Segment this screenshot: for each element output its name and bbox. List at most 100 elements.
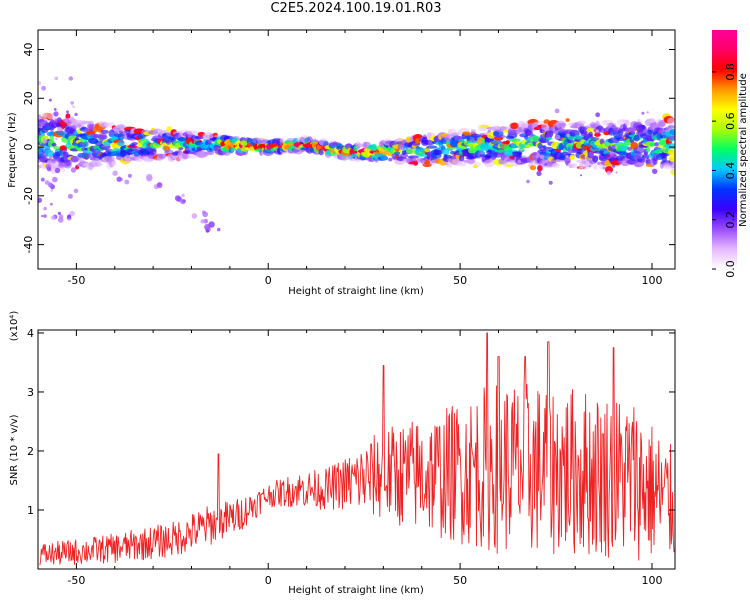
heatmap-cell xyxy=(54,76,59,81)
x-tick-label: 50 xyxy=(453,274,467,287)
heatmap-cell xyxy=(641,111,645,115)
heatmap-cell xyxy=(134,128,145,132)
x-tick-label: 100 xyxy=(641,574,662,587)
heatmap-cell xyxy=(510,122,519,130)
heatmap-cell xyxy=(46,166,52,172)
heatmap-cell xyxy=(646,146,651,153)
heatmap-cell xyxy=(51,215,56,220)
heatmap-cell xyxy=(491,156,497,161)
snr-x-ticks: -50 0 50 100 xyxy=(37,330,662,587)
heatmap-cell xyxy=(69,116,75,122)
heatmap-tail-point xyxy=(127,173,132,178)
heatmap-cell xyxy=(470,129,476,133)
heatmap-cell xyxy=(48,98,52,102)
heatmap-cell xyxy=(38,197,42,203)
heatmap-cell xyxy=(73,188,79,194)
heatmap-cell xyxy=(406,148,416,154)
heatmap-cell xyxy=(52,176,58,183)
heatmap-cell xyxy=(611,145,616,149)
snr-panel: -50 0 50 100 1 2 3 4 Height of straight line (… xyxy=(9,311,676,596)
heatmap-cell xyxy=(570,129,579,133)
heatmap-cell xyxy=(566,133,570,138)
heatmap-tail-point xyxy=(216,227,221,232)
heatmap-cell xyxy=(545,136,553,141)
y-tick-label: -20 xyxy=(22,187,35,205)
heatmap-cell xyxy=(652,157,658,165)
heatmap-cell xyxy=(667,148,675,156)
heatmap-cell xyxy=(535,154,540,159)
heatmap-cell xyxy=(394,151,401,156)
y-tick-label: 3 xyxy=(27,386,34,399)
heatmap-cell xyxy=(178,147,183,151)
heatmap-cell xyxy=(591,155,599,162)
heatmap-cell xyxy=(70,101,74,105)
heatmap-tail-point xyxy=(182,199,186,203)
heatmap-cell xyxy=(50,119,54,123)
heatmap-cell xyxy=(615,133,619,137)
heatmap-cell xyxy=(658,119,666,127)
heatmap-cell xyxy=(182,152,189,160)
heatmap-cell xyxy=(548,180,553,185)
heatmap-tail-point xyxy=(202,211,208,218)
heatmap-cell xyxy=(67,193,73,199)
x-tick-label: 50 xyxy=(453,574,467,587)
heatmap-cell xyxy=(58,214,64,220)
heatmap-y-ticks: 40 20 0 -20 -40 xyxy=(22,43,675,254)
heatmap-cell xyxy=(667,125,675,129)
heatmap-cell xyxy=(569,154,575,160)
heatmap-cell xyxy=(54,167,61,174)
heatmap-cell xyxy=(40,177,45,182)
heatmap-cell xyxy=(57,211,62,215)
heatmap-cell xyxy=(51,142,57,147)
heatmap-cell xyxy=(38,81,42,86)
heatmap-tail-point xyxy=(112,170,118,176)
heatmap-cell xyxy=(641,124,646,130)
heatmap-cell xyxy=(594,132,601,137)
heatmap-cell xyxy=(665,143,675,150)
heatmap-marks xyxy=(38,76,675,233)
heatmap-cell xyxy=(590,137,600,141)
heatmap-cell xyxy=(193,135,205,140)
heatmap-cell xyxy=(633,147,645,154)
heatmap-cell xyxy=(400,152,409,159)
heatmap-cell xyxy=(458,154,465,162)
heatmap-cell xyxy=(588,151,594,158)
heatmap-cell xyxy=(580,174,582,177)
heatmap-cell xyxy=(599,138,605,145)
x-tick-label: -50 xyxy=(67,274,85,287)
y-tick-label: 40 xyxy=(22,43,35,57)
heatmap-cell xyxy=(424,159,430,166)
heatmap-cell xyxy=(654,142,659,147)
x-tick-label: 0 xyxy=(265,574,272,587)
heatmap-cell xyxy=(68,76,74,81)
heatmap-tail-point xyxy=(124,179,130,185)
x-tick-label: 100 xyxy=(641,274,662,287)
heatmap-tail-point xyxy=(156,182,163,189)
heatmap-cell xyxy=(41,85,46,91)
heatmap-cell xyxy=(371,143,378,152)
snr-xlabel: Height of straight line (km) xyxy=(288,585,424,596)
heatmap-cell xyxy=(650,117,656,124)
heatmap-cell xyxy=(100,129,109,134)
heatmap-cell xyxy=(588,131,593,137)
snr-frame xyxy=(37,329,676,570)
heatmap-cell xyxy=(670,168,675,174)
colorbar-bar xyxy=(712,30,737,269)
y-tick-label: -40 xyxy=(22,236,35,254)
heatmap-cell xyxy=(84,141,89,147)
heatmap-cell xyxy=(456,160,467,167)
heatmap-cell xyxy=(149,149,157,155)
heatmap-cell xyxy=(38,146,44,151)
heatmap-cell xyxy=(43,153,46,156)
x-tick-label: -50 xyxy=(67,574,85,587)
heatmap-panel: -50 0 50 100 40 20 0 -20 -40 Height of straight… xyxy=(7,29,676,297)
heatmap-cell xyxy=(50,189,53,192)
heatmap-tail-point xyxy=(181,193,185,198)
heatmap-cell xyxy=(57,126,62,132)
heatmap-cell xyxy=(424,148,430,153)
heatmap-cell xyxy=(56,117,62,123)
heatmap-cell xyxy=(588,165,591,168)
heatmap-cell xyxy=(111,160,117,166)
y-tick-label: 20 xyxy=(22,91,35,105)
